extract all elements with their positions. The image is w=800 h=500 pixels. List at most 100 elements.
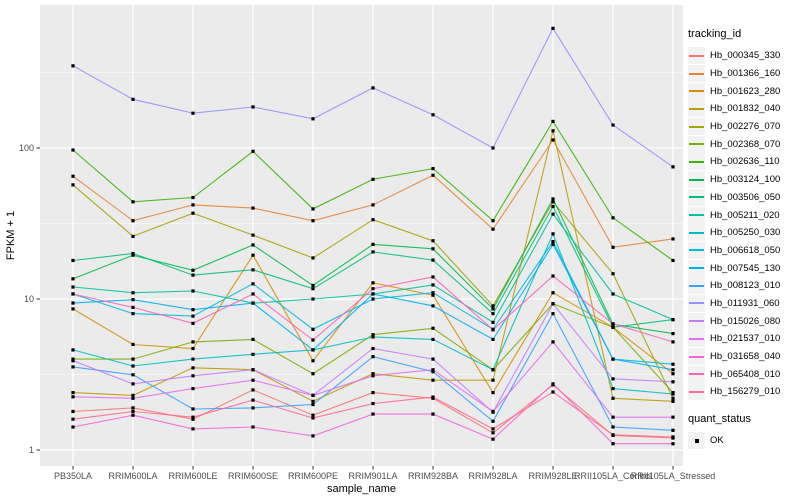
line-swatch-icon (689, 284, 704, 287)
data-point (311, 372, 315, 376)
data-point (371, 177, 375, 181)
data-point (491, 227, 495, 231)
legend-key-icon (688, 312, 705, 330)
data-point (371, 355, 375, 359)
data-point (131, 253, 135, 257)
data-point (671, 368, 675, 372)
data-point (191, 203, 195, 207)
data-point (371, 346, 375, 351)
legend-entry: Hb_001366_160 (688, 65, 798, 83)
data-point (431, 283, 435, 287)
data-point (71, 258, 75, 263)
line-swatch-icon (689, 337, 704, 340)
data-point (71, 64, 75, 68)
data-point (311, 297, 315, 301)
legend-entry-label: Hb_011931_060 (710, 297, 780, 309)
data-point (551, 291, 555, 295)
legend-entry: Hb_005250_030 (688, 224, 798, 242)
data-point (371, 287, 375, 291)
legend-entry: Hb_000345_330 (688, 47, 798, 65)
data-point (551, 302, 555, 306)
legend-key-icon (688, 65, 705, 83)
data-point (431, 337, 435, 342)
legend-entry-label: Hb_031658_040 (710, 351, 781, 363)
data-point (311, 348, 315, 352)
data-point (551, 382, 555, 386)
data-point (371, 412, 375, 416)
data-point (251, 301, 255, 305)
legend-entry-label: Hb_002276_070 (710, 121, 781, 133)
data-point (431, 412, 435, 416)
legend-key-icon (688, 206, 705, 224)
data-point (671, 396, 675, 400)
data-point (491, 312, 495, 316)
data-point (131, 364, 135, 368)
data-point (671, 435, 675, 439)
x-tick-label: RRIM928LE (528, 471, 577, 481)
data-point (311, 399, 315, 403)
legend-entry-label: Hb_001832_040 (710, 103, 781, 115)
data-point (191, 417, 195, 421)
data-point (491, 337, 495, 342)
data-point (131, 251, 135, 256)
quant-status-key-icon (688, 432, 705, 450)
data-point (431, 275, 435, 279)
legend-key-icon (688, 383, 705, 401)
legend-key-icon (688, 188, 705, 206)
data-point (551, 340, 555, 344)
legend-key-icon (688, 348, 705, 366)
data-point (491, 368, 495, 372)
legend-entry: Hb_008123_010 (688, 277, 798, 295)
data-point (251, 368, 255, 372)
data-point (671, 392, 675, 396)
data-point (371, 333, 375, 337)
x-tick-label: RRII105LA_Control (574, 471, 652, 481)
data-point (671, 372, 675, 376)
data-point (611, 216, 615, 220)
square-point-icon (694, 438, 699, 443)
line-swatch-icon (689, 72, 704, 75)
data-point (431, 258, 435, 262)
data-point (191, 346, 195, 351)
data-point (491, 409, 495, 414)
legend-entry: Hb_002368_070 (688, 135, 798, 153)
legend-entry: Hb_001832_040 (688, 100, 798, 118)
x-tick-label: RRIM600SE (228, 471, 278, 481)
legend: tracking_id Hb_000345_330 Hb_001366_160 Hb… (688, 28, 798, 450)
data-point (131, 382, 135, 386)
legend-entry-label: Hb_005211_020 (710, 209, 780, 221)
data-point (191, 314, 195, 318)
data-point (431, 357, 435, 361)
legend-key-icon (688, 153, 705, 171)
data-point (191, 111, 195, 115)
data-point (251, 388, 255, 392)
line-swatch-icon (689, 355, 704, 358)
x-tick-label: RRII105LA_Stressed (631, 471, 716, 481)
data-point (191, 289, 195, 293)
legend-entry-label: Hb_000345_330 (710, 50, 781, 62)
line-swatch-icon (689, 214, 704, 217)
line-swatch-icon (689, 267, 704, 270)
legend-entry: Hb_003124_100 (688, 171, 798, 189)
legend-key-icon (688, 277, 705, 295)
data-point (131, 298, 135, 302)
data-point (71, 277, 75, 281)
x-tick-label: RRIM600LE (168, 471, 217, 481)
x-tick-label: PB350LA (54, 471, 92, 481)
data-point (491, 304, 495, 308)
legend-shape-entry: OK (688, 432, 798, 450)
data-point (131, 234, 135, 238)
data-point (431, 378, 435, 382)
legend-key-icon (688, 294, 705, 312)
data-point (71, 395, 75, 399)
data-point (71, 174, 75, 178)
data-point (551, 200, 555, 204)
legend-entry-label: Hb_002368_070 (710, 138, 781, 150)
legend-key-icon (688, 330, 705, 348)
data-point (371, 281, 375, 285)
data-point (491, 437, 495, 441)
line-swatch-icon (689, 160, 704, 163)
data-point (611, 292, 615, 296)
data-point (191, 340, 195, 344)
data-point (431, 113, 435, 117)
